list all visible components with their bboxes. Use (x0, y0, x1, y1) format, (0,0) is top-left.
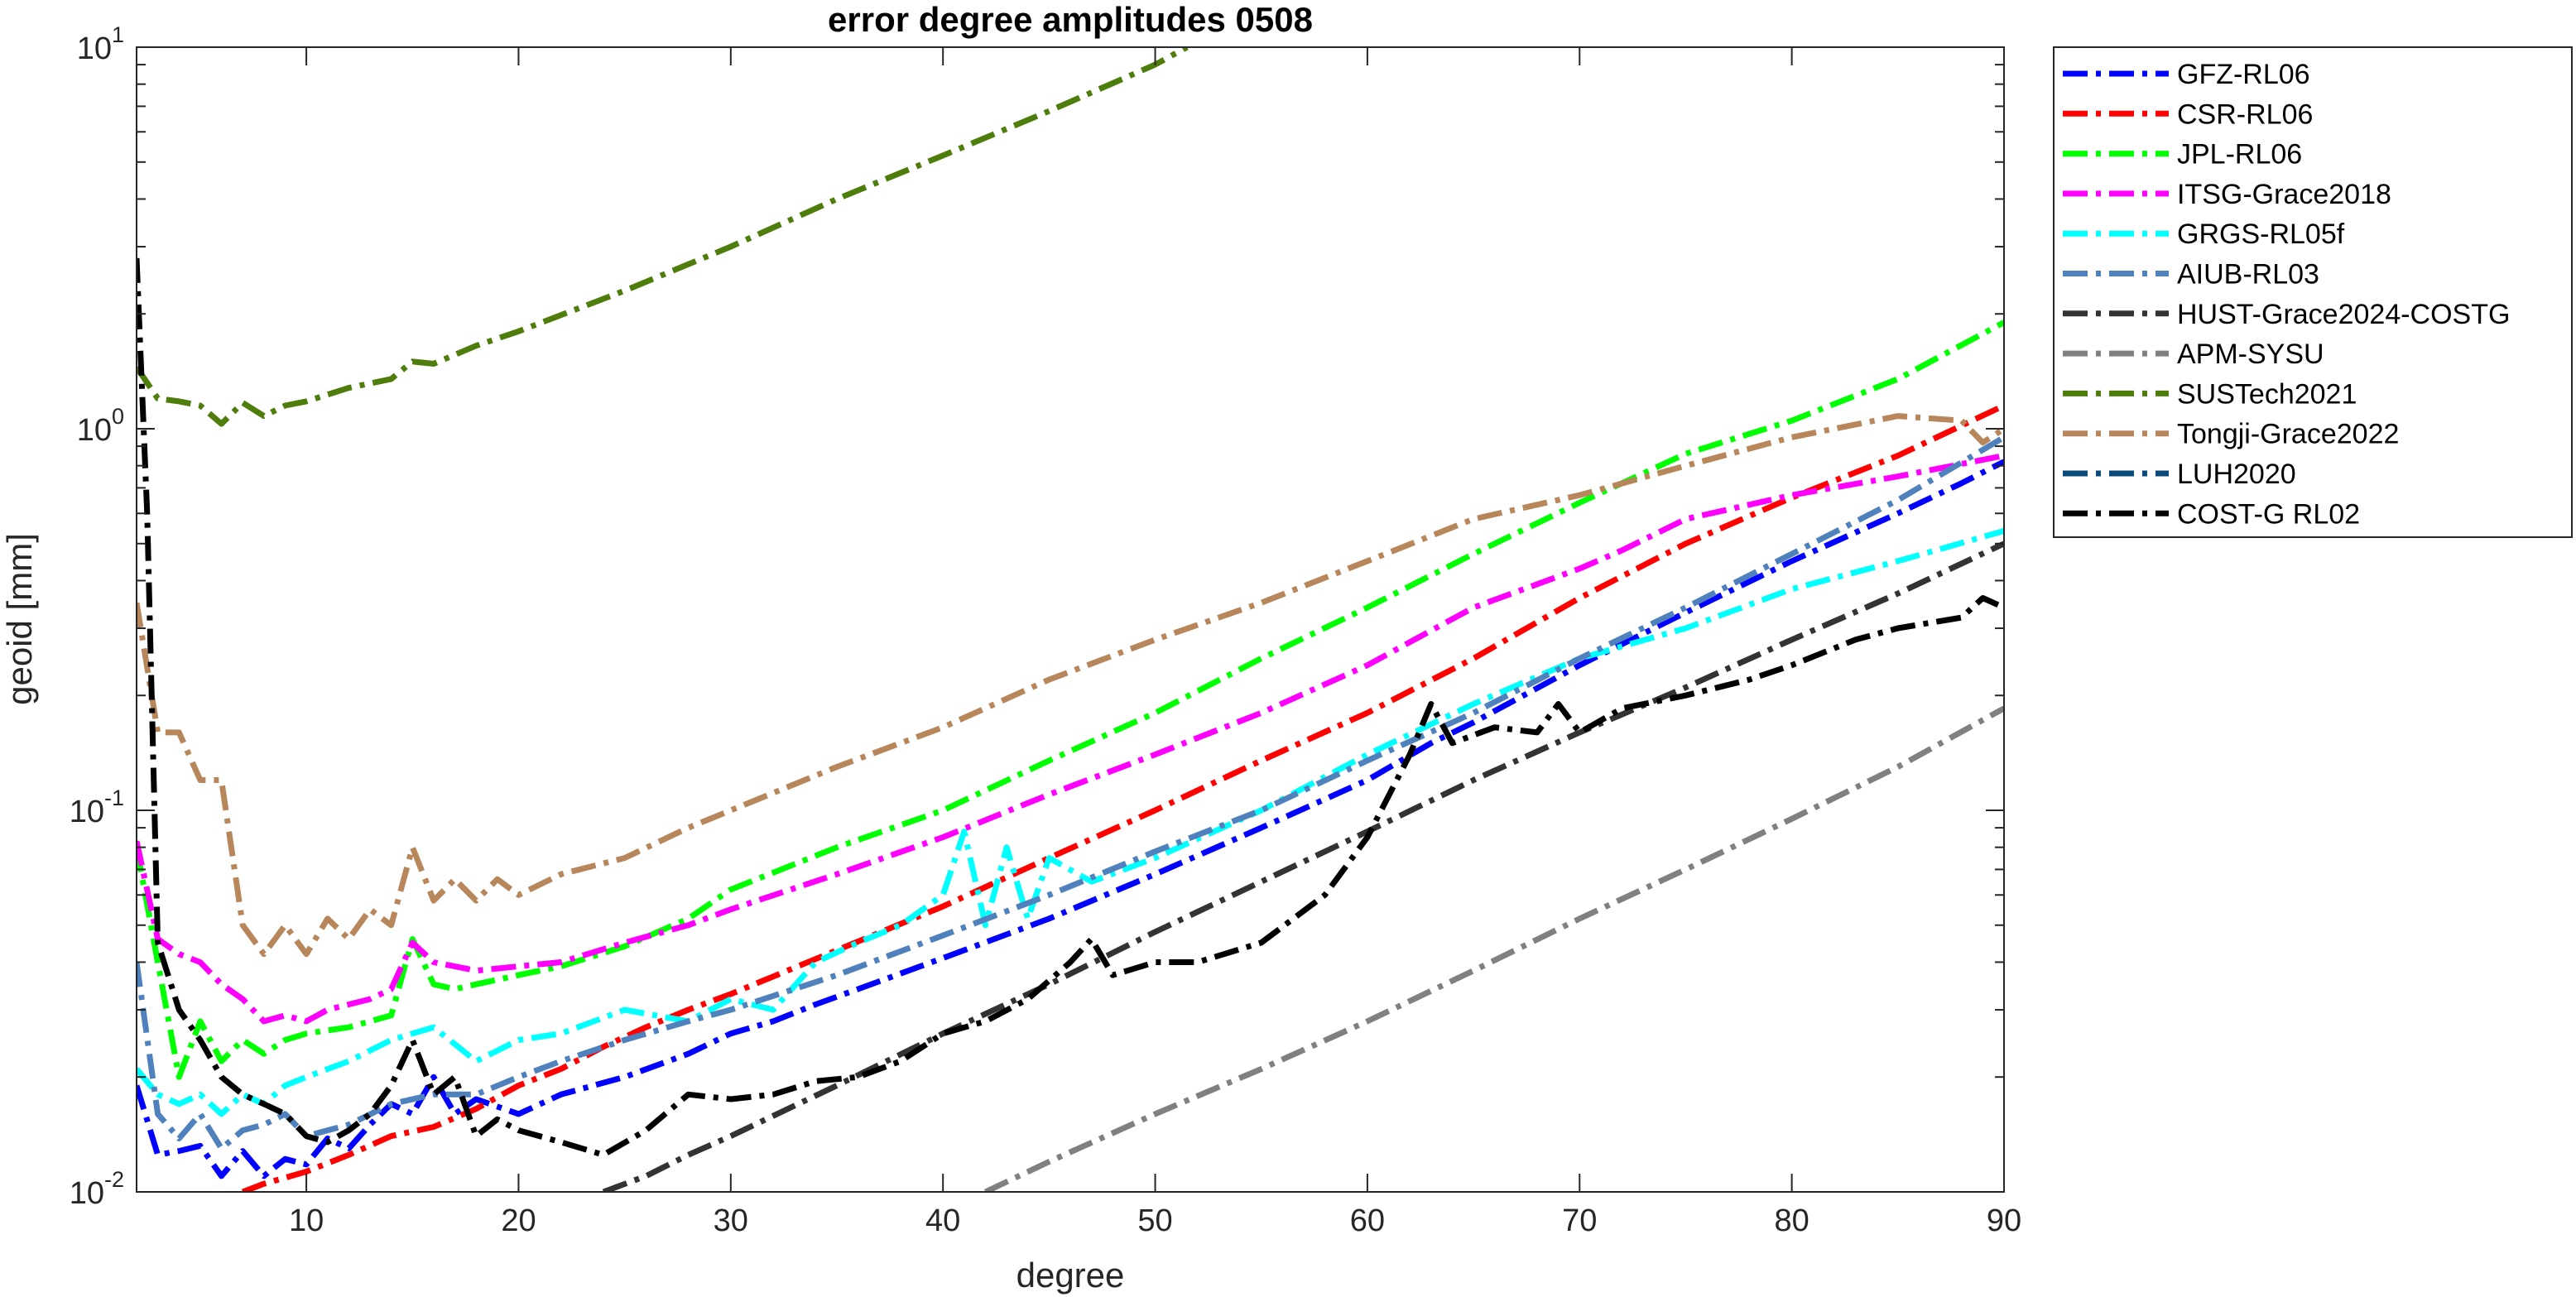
x-tick-labels: 10 20 30 40 50 60 70 80 90 (289, 1203, 2021, 1238)
legend-label-10: LUH2020 (2177, 459, 2296, 490)
legend-label-2: JPL-RL06 (2177, 139, 2302, 171)
series-line-9 (137, 413, 2004, 958)
legend-label-6: HUST-Grace2024-COSTG (2177, 299, 2510, 330)
tick-layer (137, 46, 2005, 1193)
legend-label-9: Tongji-Grace2022 (2177, 419, 2399, 450)
y-tick-label-2: 100 (77, 404, 124, 448)
y-axis-label: geoid [mm] (0, 533, 39, 705)
series-line-11 (137, 257, 2004, 1158)
y-tick-label-3: 101 (77, 22, 124, 66)
series-line-5 (137, 435, 2004, 1151)
series-line-8 (137, 47, 1189, 427)
series-line-7 (983, 705, 2004, 1192)
chart-title: error degree amplitudes 0508 (828, 0, 1313, 39)
series-line-6 (602, 540, 2004, 1192)
x-tick-label-1: 20 (501, 1203, 536, 1238)
x-tick-label-2: 30 (714, 1203, 748, 1238)
series-line-1 (241, 402, 2004, 1192)
series-layer (137, 47, 2004, 1192)
x-tick-label-7: 80 (1774, 1203, 1809, 1238)
x-tick-label-5: 60 (1350, 1203, 1385, 1238)
legend-label-4: GRGS-RL05f (2177, 219, 2345, 250)
x-tick-label-8: 90 (1987, 1203, 2021, 1238)
legend-label-0: GFZ-RL06 (2177, 59, 2310, 90)
legend-label-11: COST-G RL02 (2177, 498, 2360, 530)
x-tick-label-3: 40 (925, 1203, 960, 1238)
plot-area (137, 47, 2004, 1192)
plot-frame (136, 46, 2005, 1193)
legend-items: GFZ-RL06 CSR-RL06 JPL-RL06 ITSG-Grace2018 GR… (2063, 59, 2510, 530)
x-axis-label: degree (1016, 1256, 1125, 1295)
y-tick-label-1: 10-1 (70, 785, 124, 829)
x-tick-label-6: 70 (1562, 1203, 1597, 1238)
legend-box (2053, 46, 2573, 538)
x-tick-label-4: 50 (1137, 1203, 1172, 1238)
series-line-4 (137, 528, 2004, 1117)
legend: GFZ-RL06 CSR-RL06 JPL-RL06 ITSG-Grace2018 GR… (2053, 46, 2573, 538)
series-line-2 (137, 319, 2004, 1080)
series-line-0 (137, 459, 2004, 1179)
legend-label-5: AIUB-RL03 (2177, 259, 2319, 291)
y-tick-labels: 10-2 10-1 100 101 (70, 22, 124, 1211)
legend-label-3: ITSG-Grace2018 (2177, 179, 2391, 210)
legend-label-8: SUSTech2021 (2177, 378, 2357, 410)
legend-label-1: CSR-RL06 (2177, 98, 2313, 130)
legend-label-7: APM-SYSU (2177, 339, 2324, 370)
x-tick-label-0: 10 (289, 1203, 324, 1238)
series-line-3 (137, 453, 2004, 1025)
y-tick-label-0: 10-2 (70, 1167, 124, 1211)
